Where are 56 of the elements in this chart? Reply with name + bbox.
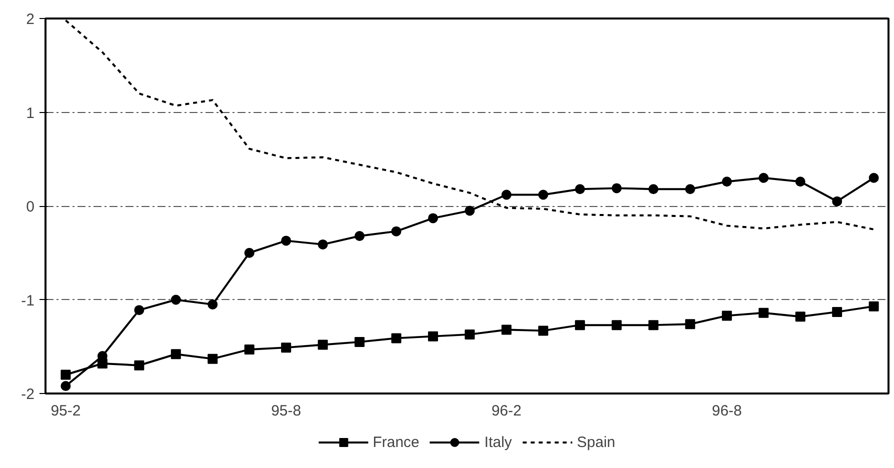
point: [391, 333, 402, 344]
point: [281, 236, 292, 246]
point: [612, 183, 622, 194]
point: [648, 184, 658, 194]
x-tick-label: 95-8: [271, 402, 302, 420]
point: [538, 326, 548, 336]
y-tick-label: 2: [26, 11, 34, 28]
point: [758, 308, 769, 318]
point: [501, 190, 512, 200]
point: [685, 319, 696, 330]
x-tick-label: 96-8: [712, 402, 742, 420]
legend-label: France: [372, 434, 420, 450]
point: [795, 176, 806, 187]
point: [428, 331, 438, 342]
point: [574, 184, 585, 194]
point: [170, 294, 181, 305]
y-tick-label: 0: [26, 198, 34, 216]
legend-label: Italy: [484, 434, 512, 450]
point: [208, 354, 218, 364]
point: [832, 306, 842, 317]
point: [464, 206, 475, 216]
point: [648, 320, 658, 330]
point: [501, 324, 512, 335]
legend-label: Spain: [576, 434, 616, 450]
point: [244, 248, 254, 258]
point: [134, 305, 144, 316]
y-tick-label: -1: [21, 292, 35, 310]
point: [722, 310, 732, 321]
point: [538, 190, 548, 200]
point: [354, 336, 365, 347]
point: [208, 299, 218, 310]
point: [318, 239, 328, 250]
point: [134, 360, 144, 370]
point: [685, 184, 696, 194]
point: [428, 213, 438, 224]
point: [60, 381, 71, 391]
point: [464, 329, 475, 340]
point: [612, 320, 622, 330]
point: [318, 340, 328, 350]
point: [758, 172, 769, 183]
x-tick-label: 95-2: [50, 402, 81, 420]
point: [722, 176, 732, 187]
point: [795, 312, 806, 322]
x-tick-label: 96-2: [491, 402, 522, 420]
point: [354, 231, 365, 241]
point: [832, 196, 842, 206]
point: [60, 370, 71, 380]
point: [170, 349, 181, 360]
y-tick-label: -2: [21, 386, 35, 403]
point: [281, 342, 292, 353]
point: [868, 172, 879, 183]
point: [391, 226, 402, 236]
point: [868, 301, 879, 312]
y-tick-label: 1: [26, 104, 34, 122]
point: [574, 320, 585, 330]
point: [244, 344, 254, 354]
